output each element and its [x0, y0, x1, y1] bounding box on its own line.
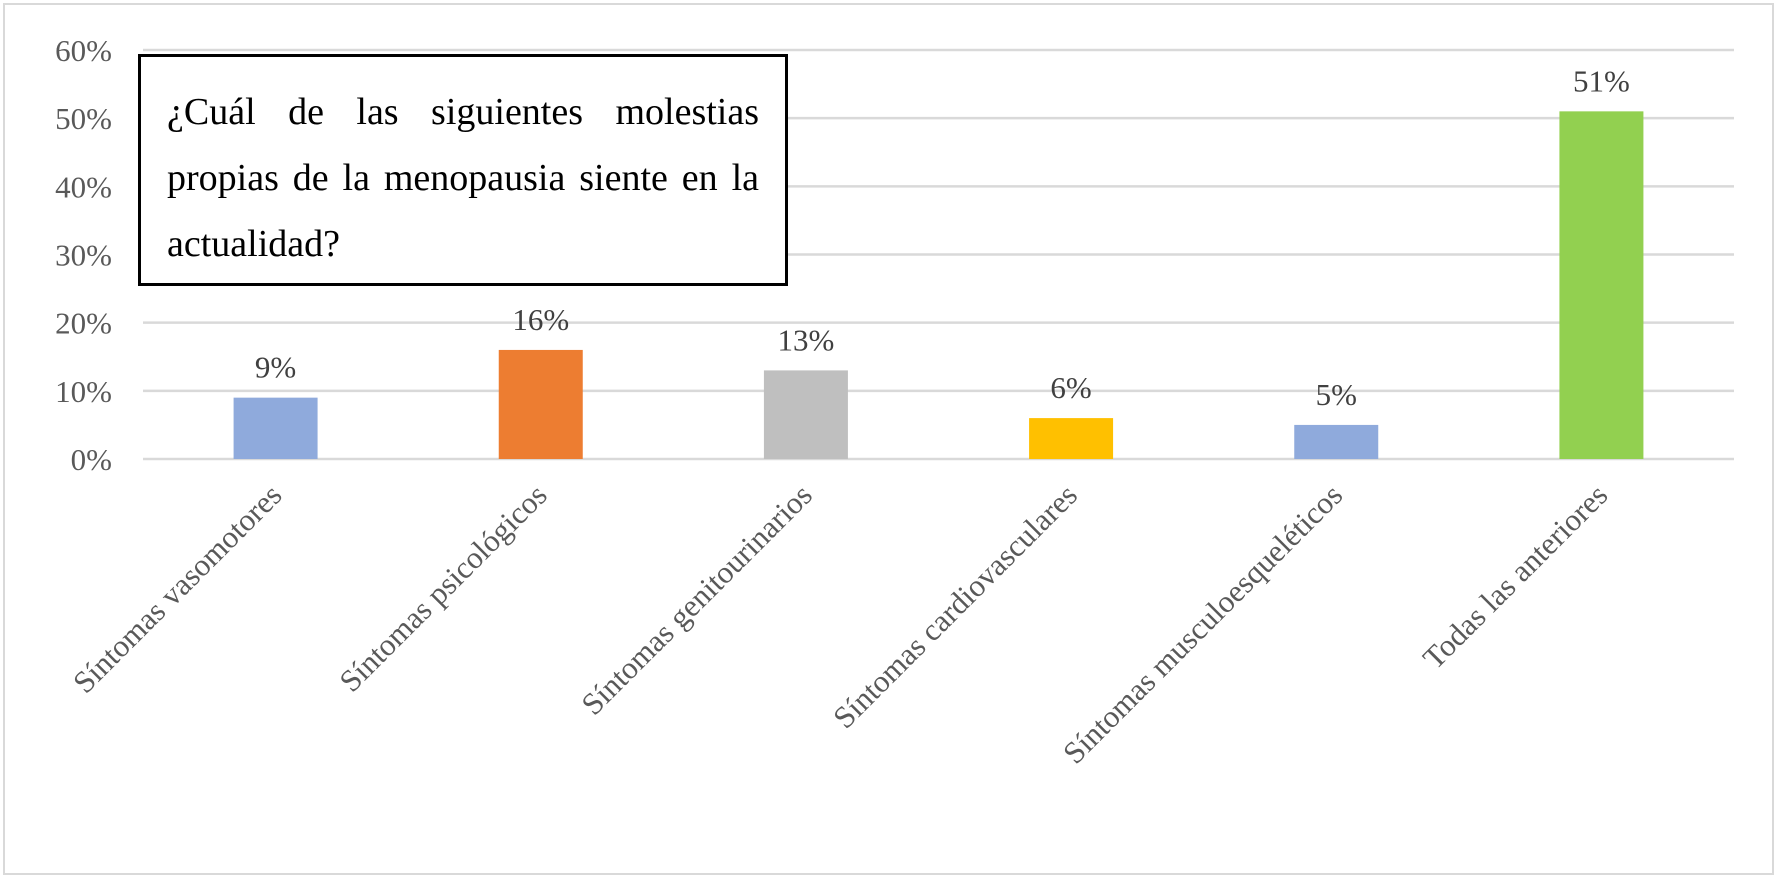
- bar: [498, 349, 583, 459]
- x-tick-label: Síntomas musculoesqueléticos: [1056, 477, 1349, 770]
- data-label: 6%: [1050, 370, 1091, 405]
- y-tick-label: 0%: [71, 442, 112, 477]
- question-box: ¿Cuál de las siguientes molestias propia…: [138, 54, 788, 286]
- data-label: 13%: [778, 322, 835, 357]
- bar: [233, 397, 318, 459]
- x-tick-label: Síntomas psicológicos: [332, 477, 553, 698]
- data-label: 16%: [512, 302, 569, 337]
- bar: [1559, 111, 1644, 459]
- x-tick-label: Todas las anteriores: [1416, 477, 1615, 676]
- bar: [1294, 424, 1379, 459]
- x-tick-label: Síntomas vasomotores: [66, 477, 289, 700]
- chart-frame: [3, 3, 1774, 875]
- bar: [1029, 418, 1114, 459]
- y-tick-label: 40%: [55, 169, 112, 204]
- chart-title: ¿Cuál de las siguientes molestias propia…: [167, 91, 759, 265]
- data-label: 51%: [1573, 63, 1630, 98]
- y-tick-label: 20%: [55, 306, 112, 341]
- y-tick-label: 50%: [55, 101, 112, 136]
- x-tick-label: Síntomas cardiovasculares: [826, 477, 1084, 735]
- y-tick-label: 30%: [55, 238, 112, 273]
- data-label: 5%: [1316, 377, 1357, 412]
- data-label: 9%: [255, 350, 296, 385]
- bar: [763, 370, 848, 459]
- y-tick-label: 10%: [55, 374, 112, 409]
- x-tick-label: Síntomas genitourinarios: [574, 477, 819, 722]
- y-tick-label: 60%: [55, 33, 112, 68]
